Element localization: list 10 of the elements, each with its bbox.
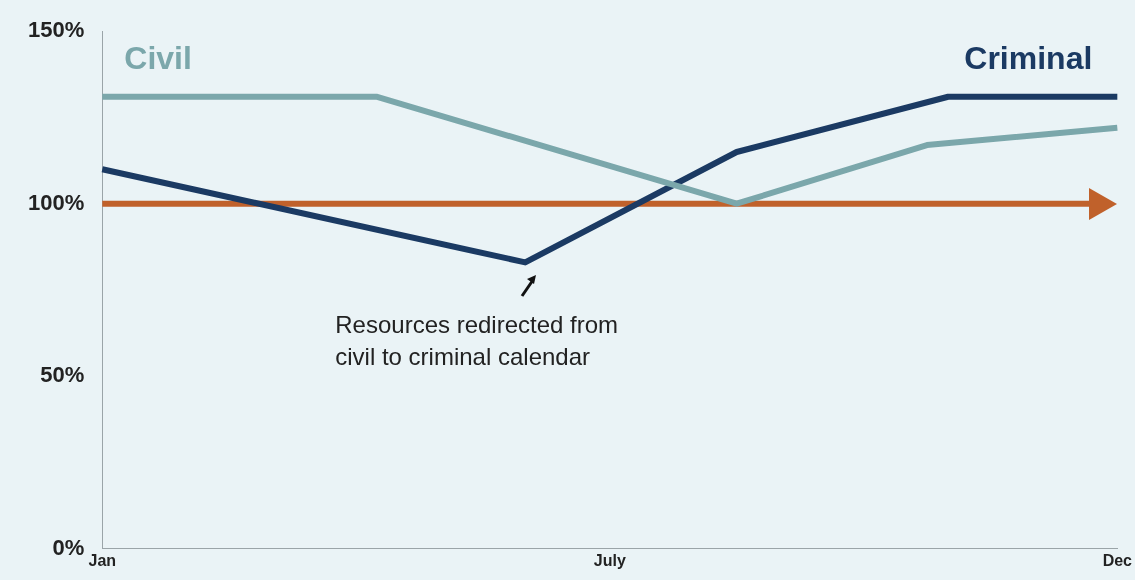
y-tick-label: 50% bbox=[40, 362, 85, 388]
x-tick-label: Jan bbox=[88, 551, 117, 569]
y-tick-label: 0% bbox=[52, 534, 85, 560]
series-label: Criminal bbox=[964, 39, 1093, 76]
y-tick-label: 150% bbox=[27, 17, 85, 43]
series-label: Civil bbox=[124, 39, 192, 76]
annotation: Resources redirected from civil to criminal calendar bbox=[335, 311, 619, 371]
x-tick-label: Dec bbox=[1102, 551, 1133, 569]
x-tick-label: July bbox=[593, 551, 626, 569]
y-tick-label: 100% bbox=[27, 189, 85, 215]
